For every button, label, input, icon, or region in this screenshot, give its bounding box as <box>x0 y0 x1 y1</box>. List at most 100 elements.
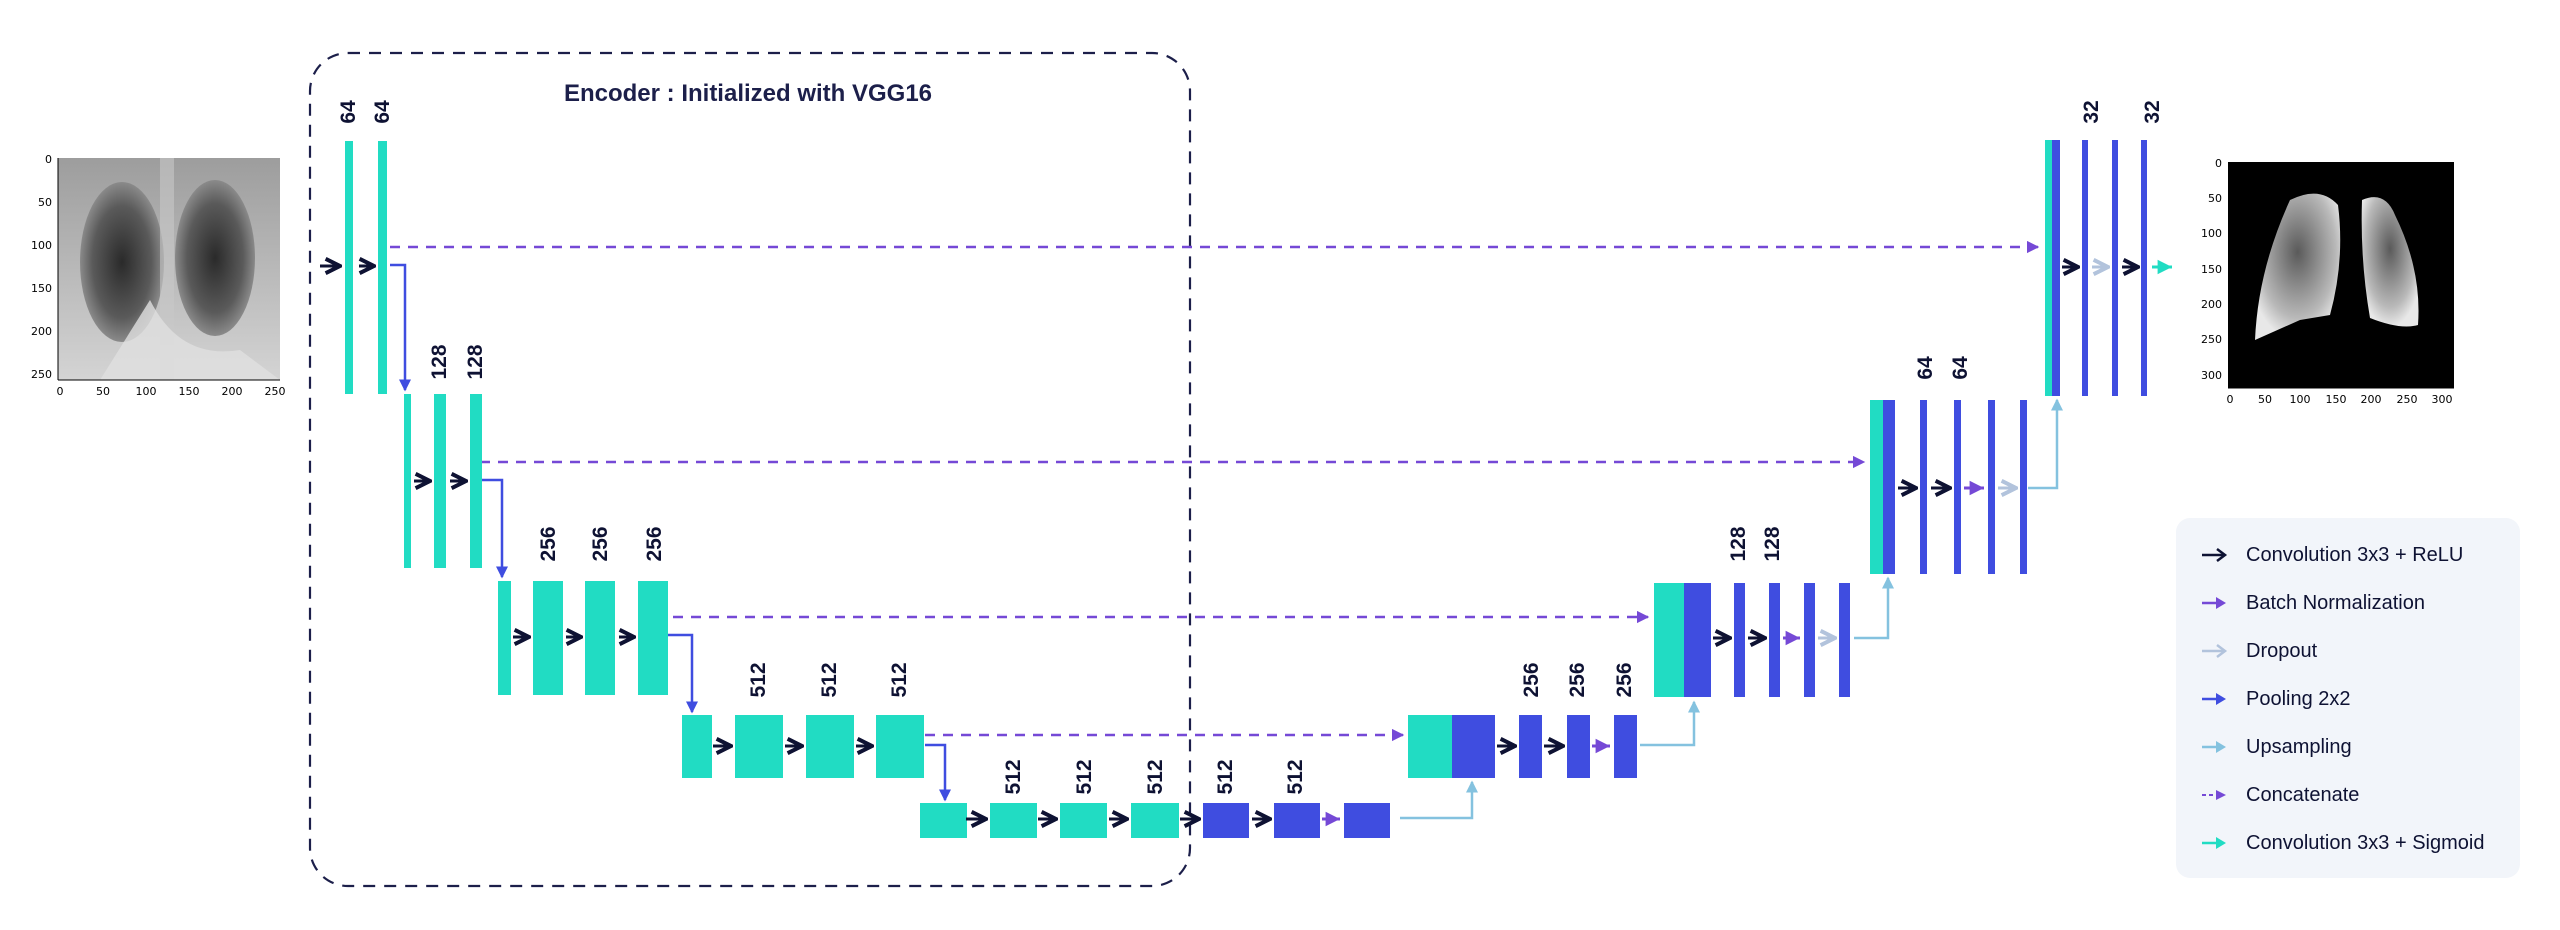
pooling-arrow <box>390 263 411 392</box>
decoder-feature-map <box>1684 583 1711 697</box>
skip-connections <box>390 240 2040 742</box>
decoder-feature-map <box>1567 715 1590 778</box>
channel-label: 512 <box>1214 759 1237 794</box>
encoder-feature-map <box>585 581 615 695</box>
encoder-feature-map <box>638 581 668 695</box>
legend-item-concat: Concatenate <box>2200 780 2359 810</box>
legend-item-dropout: Dropout <box>2200 636 2317 666</box>
legend-item-upsampling: Upsampling <box>2200 732 2352 762</box>
dropout-arrow-icon <box>2202 644 2228 658</box>
output-x-tick: 200 <box>2361 393 2382 406</box>
legend-label: Upsampling <box>2246 735 2352 758</box>
encoder-feature-map <box>735 715 783 778</box>
input-x-tick: 50 <box>96 385 110 398</box>
decoder-feature-map <box>1839 583 1850 697</box>
decoder-feature-map <box>1804 583 1815 697</box>
output-x-tick: 0 <box>2227 393 2234 406</box>
relu-arrow-icon <box>2202 548 2228 562</box>
legend-label: Dropout <box>2246 639 2318 662</box>
legend-item-pooling: Pooling 2x2 <box>2200 684 2351 714</box>
layer-arrows <box>320 266 2172 819</box>
encoder-feature-map <box>378 141 387 394</box>
channel-label: 256 <box>1566 662 1589 697</box>
encoder-feature-map <box>1060 803 1107 838</box>
channel-label: 512 <box>1002 759 1025 794</box>
upsampling-arrow <box>1854 576 1894 640</box>
channel-label: 32 <box>2141 100 2164 123</box>
channel-label: 128 <box>1761 526 1784 561</box>
legend: Convolution 3x3 + ReLU Batch Normalizati… <box>2176 518 2520 878</box>
legend-label: Concatenate <box>2246 783 2360 806</box>
input-x-tick: 150 <box>179 385 200 398</box>
legend-item-relu: Convolution 3x3 + ReLU <box>2200 540 2463 570</box>
channel-label: 64 <box>371 100 394 124</box>
legend-label: Convolution 3x3 + ReLU <box>2246 543 2464 566</box>
encoder-feature-map <box>920 803 967 838</box>
input-y-tick: 200 <box>31 325 52 338</box>
channel-label: 128 <box>464 344 487 379</box>
decoder-feature-map <box>2112 140 2118 396</box>
channel-label: 64 <box>337 100 360 124</box>
input-y-tick: 100 <box>31 239 52 252</box>
input-y-tick: 250 <box>31 368 52 381</box>
decoder-feature-map <box>1344 803 1390 838</box>
encoder-feature-map <box>682 715 712 778</box>
legend-item-batchnorm: Batch Normalization <box>2200 588 2425 618</box>
upsampling-arrow-icon <box>2202 741 2226 753</box>
channel-label: 32 <box>2080 100 2103 123</box>
encoder-feature-map <box>990 803 1037 838</box>
decoder-feature-map <box>2020 400 2027 574</box>
legend-item-sigmoid: Convolution 3x3 + Sigmoid <box>2200 828 2484 858</box>
input-y-tick: 0 <box>45 153 52 166</box>
channel-label: 512 <box>747 662 770 697</box>
output-y-tick: 50 <box>2208 192 2222 205</box>
channel-label: 128 <box>428 344 451 379</box>
channel-label: 256 <box>643 526 666 561</box>
decoder-feature-map <box>1614 715 1637 778</box>
channel-labels: 64 64 128 128 256 256 256 512 512 512 51… <box>337 100 2164 795</box>
legend-label: Convolution 3x3 + Sigmoid <box>2246 831 2485 854</box>
encoder-feature-map <box>876 715 924 778</box>
input-x-tick: 250 <box>265 385 286 398</box>
decoder-feature-map <box>1920 400 1927 574</box>
sigmoid-arrow-icon <box>2202 837 2226 849</box>
decoder-feature-map <box>1274 803 1320 838</box>
legend-label: Batch Normalization <box>2246 591 2425 614</box>
encoder-feature-map <box>470 394 482 568</box>
output-y-tick: 150 <box>2201 263 2222 276</box>
decoder-feature-map <box>1988 400 1995 574</box>
channel-label: 512 <box>1144 759 1167 794</box>
batchnorm-arrow-icon <box>2202 597 2226 609</box>
encoder-feature-map <box>1654 583 1684 697</box>
legend-label: Pooling 2x2 <box>2246 687 2351 710</box>
feature-blocks <box>345 140 2147 838</box>
encoder-feature-map <box>806 715 854 778</box>
channel-label: 128 <box>1727 526 1750 561</box>
channel-label: 256 <box>1520 662 1543 697</box>
pooling-arrow-icon <box>2202 693 2226 705</box>
decoder-feature-map <box>1734 583 1745 697</box>
encoder-feature-map <box>345 141 353 394</box>
pooling-arrow <box>480 478 508 579</box>
decoder-feature-map <box>1883 400 1895 574</box>
output-y-tick: 200 <box>2201 298 2222 311</box>
encoder-feature-map <box>533 581 563 695</box>
encoder-feature-map <box>2045 140 2052 396</box>
encoder-feature-map <box>434 394 446 568</box>
output-x-tick: 300 <box>2432 393 2453 406</box>
output-y-tick: 0 <box>2215 157 2222 170</box>
upsampling-arrow <box>1640 700 1700 747</box>
channel-label: 512 <box>888 662 911 697</box>
output-y-tick: 100 <box>2201 227 2222 240</box>
input-y-ticks: 0 50 100 150 200 250 <box>31 153 52 381</box>
input-x-tick: 100 <box>136 385 157 398</box>
input-image <box>57 158 280 381</box>
decoder-feature-map <box>1954 400 1961 574</box>
upsampling-arrow <box>1400 780 1478 820</box>
output-x-tick: 250 <box>2397 393 2418 406</box>
upsampling-arrow <box>2028 398 2063 490</box>
output-y-ticks: 0 50 100 150 200 250 300 <box>2201 157 2222 382</box>
output-x-tick: 50 <box>2258 393 2272 406</box>
channel-label: 256 <box>589 526 612 561</box>
